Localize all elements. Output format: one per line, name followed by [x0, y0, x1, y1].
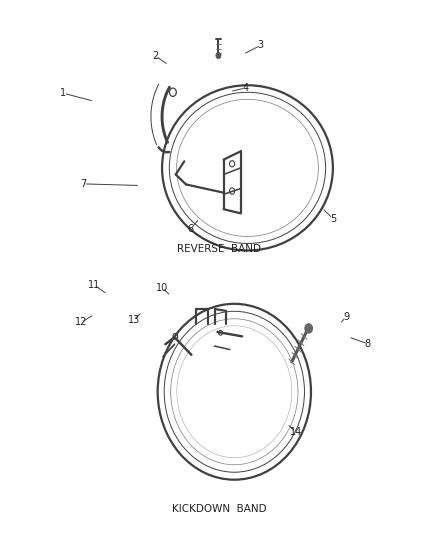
Text: 12: 12 — [75, 318, 87, 327]
Text: 9: 9 — [343, 312, 349, 322]
Text: 10: 10 — [156, 283, 168, 293]
Text: REVERSE  BAND: REVERSE BAND — [177, 245, 261, 254]
Circle shape — [216, 52, 221, 59]
Text: 14: 14 — [290, 427, 302, 437]
Text: 4: 4 — [242, 83, 248, 93]
Text: 2: 2 — [152, 51, 159, 61]
Text: 11: 11 — [88, 280, 100, 290]
Text: 1: 1 — [60, 88, 67, 98]
Text: 5: 5 — [330, 214, 336, 223]
Text: 3: 3 — [258, 41, 264, 50]
Text: 7: 7 — [80, 179, 86, 189]
Text: 8: 8 — [365, 339, 371, 349]
Circle shape — [305, 324, 312, 333]
Text: KICKDOWN  BAND: KICKDOWN BAND — [172, 504, 266, 514]
Text: 13: 13 — [127, 315, 140, 325]
Text: 6: 6 — [187, 224, 194, 234]
